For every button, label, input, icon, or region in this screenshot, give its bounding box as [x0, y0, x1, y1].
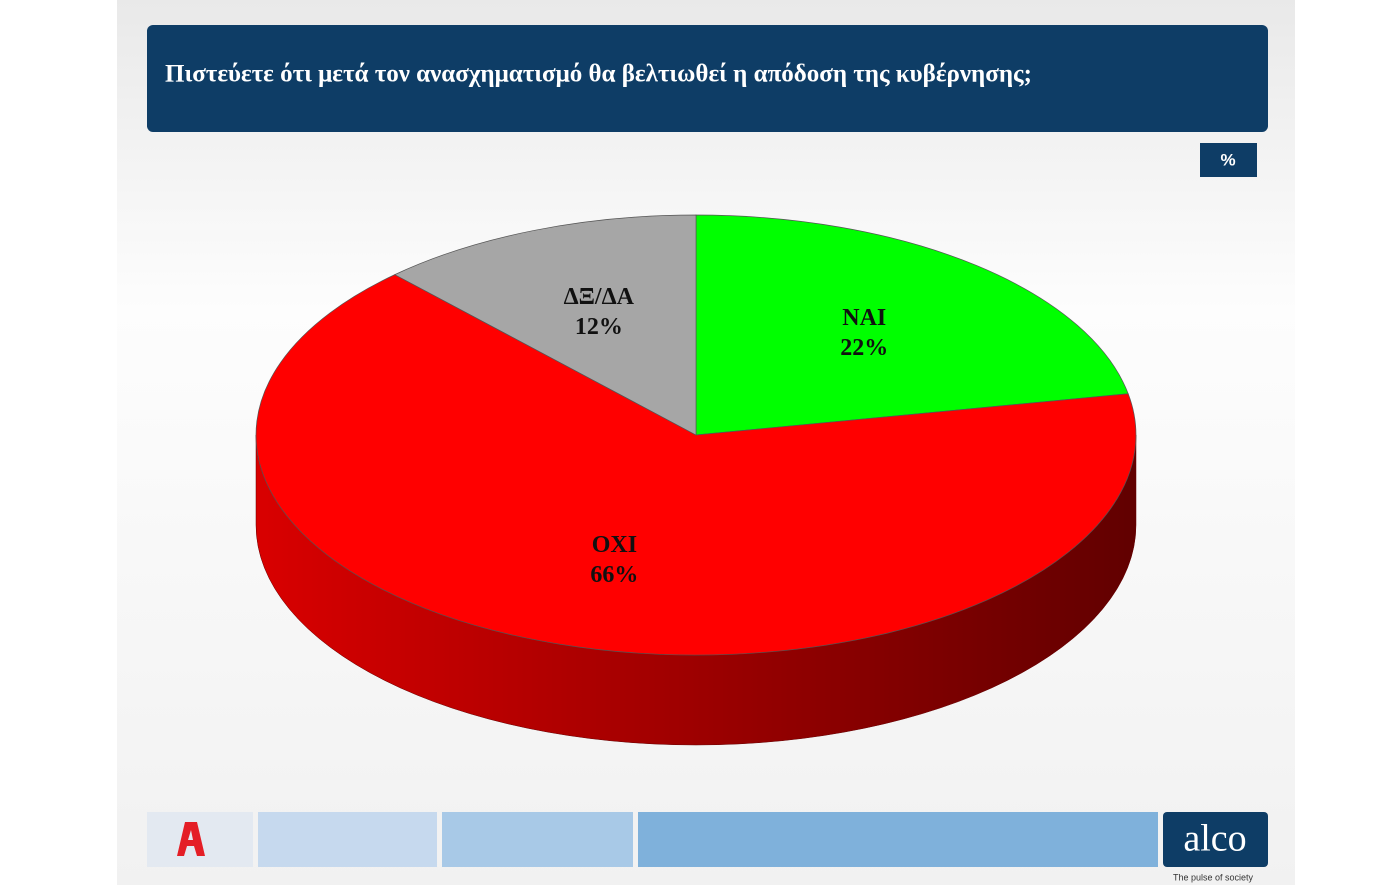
slice-category: ΟΧΙ	[592, 532, 637, 558]
unit-label: %	[1220, 150, 1235, 169]
footer-band	[638, 812, 1158, 867]
pie-slice	[394, 214, 697, 436]
brand-box	[1163, 812, 1268, 867]
pie-slice	[255, 274, 1137, 656]
brand-tagline: The pulse of society	[1173, 872, 1254, 882]
pie-slice	[695, 214, 1129, 436]
channel-logo	[177, 822, 205, 856]
footer-band	[258, 812, 437, 867]
slice-value-label: 66%	[590, 562, 638, 588]
slice-category: ΝΑΙ	[842, 305, 886, 331]
brand: alco	[1183, 818, 1246, 860]
pie: ΝΑΙ 22% ΟΧΙ 66% ΔΞ/ΔΑ 12%	[255, 214, 1137, 746]
slice-category: ΔΞ/ΔΑ	[564, 284, 635, 310]
slice-value-label: 22%	[840, 335, 888, 361]
slice-value-label: 12%	[575, 314, 623, 340]
unit-badge	[1200, 143, 1257, 177]
footer-band	[442, 812, 633, 867]
chart-title: Πιστεύετε ότι μετά τον ανασχηματισμό θα …	[165, 61, 1032, 88]
title-bar	[147, 25, 1268, 132]
